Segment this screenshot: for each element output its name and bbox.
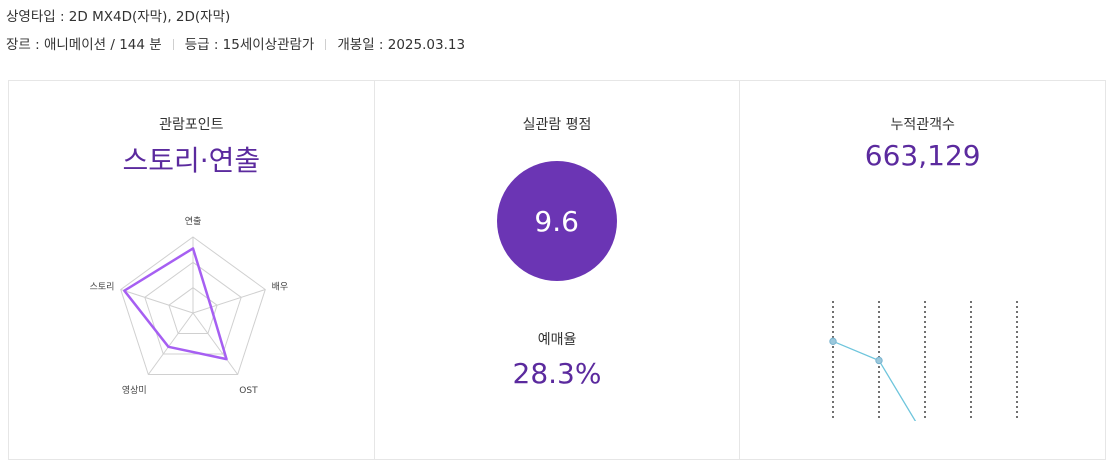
radar-value-shape (124, 248, 226, 359)
movie-info: 상영타입 : 2D MX4D(자막), 2D(자막) 장르 : 애니메이션 / … (6, 6, 465, 56)
reservation-title: 예매율 (375, 329, 740, 349)
radar-axis-label: 영상미 (122, 385, 147, 396)
screen-type: 상영타입 : 2D MX4D(자막), 2D(자막) (6, 6, 465, 28)
rating-panel: 실관람 평점 9.6 예매율 28.3% (375, 81, 741, 459)
audience-title: 누적관객수 (740, 114, 1105, 134)
divider (325, 39, 326, 50)
radar-axis-label: 배우 (272, 282, 289, 293)
radar-axis-line (148, 313, 193, 374)
audience-value: 663,129 (740, 139, 1105, 172)
rating-score-circle: 9.6 (497, 161, 617, 281)
movie-meta-row: 장르 : 애니메이션 / 144 분 등급 : 15세이상관람가 개봉일 : 202… (6, 34, 465, 56)
viewing-point-title: 관람포인트 (9, 114, 374, 134)
radar-axis-line (193, 290, 265, 313)
genre-text: 장르 : 애니메이션 / 144 분 (6, 37, 162, 53)
radar-axis-label: 연출 (185, 216, 202, 227)
audience-panel: 누적관객수 663,129 04.0504.0604.0704.0804.09 (740, 81, 1105, 459)
radar-axis-label: OST (239, 386, 258, 396)
rating-score: 9.6 (534, 205, 579, 238)
rating-title: 실관람 평점 (375, 114, 740, 134)
rating-text: 등급 : 15세이상관람가 (185, 37, 315, 53)
audience-line-chart: 04.0504.0604.0704.0804.09 (740, 201, 1105, 421)
release-date-text: 개봉일 : 2025.03.13 (337, 37, 465, 53)
reservation-value: 28.3% (375, 357, 740, 390)
viewing-point-value: 스토리·연출 (9, 139, 374, 179)
divider (173, 39, 174, 50)
data-point (876, 357, 882, 363)
data-point (830, 338, 836, 344)
radar-axis-label: 스토리 (90, 282, 115, 293)
